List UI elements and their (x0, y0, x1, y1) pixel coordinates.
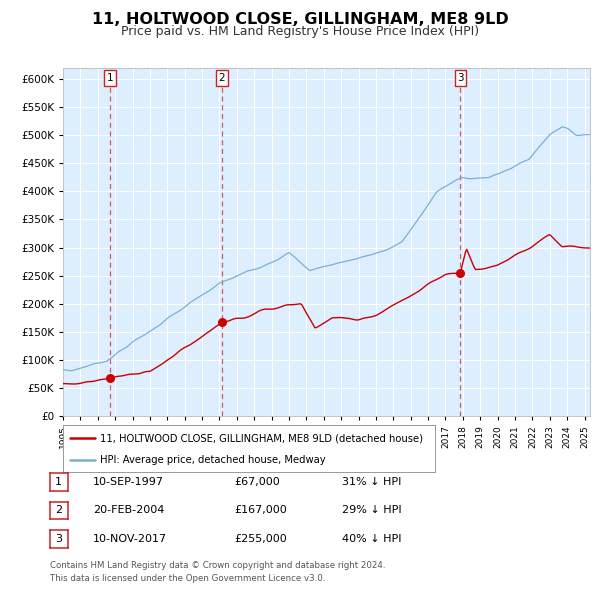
Text: 1: 1 (106, 73, 113, 83)
Text: Contains HM Land Registry data © Crown copyright and database right 2024.: Contains HM Land Registry data © Crown c… (50, 561, 385, 570)
Text: 10-NOV-2017: 10-NOV-2017 (93, 534, 167, 543)
Text: 29% ↓ HPI: 29% ↓ HPI (342, 506, 401, 515)
Text: This data is licensed under the Open Government Licence v3.0.: This data is licensed under the Open Gov… (50, 574, 325, 583)
Text: £255,000: £255,000 (234, 534, 287, 543)
Text: £67,000: £67,000 (234, 477, 280, 487)
Text: 11, HOLTWOOD CLOSE, GILLINGHAM, ME8 9LD: 11, HOLTWOOD CLOSE, GILLINGHAM, ME8 9LD (92, 12, 508, 27)
Text: 31% ↓ HPI: 31% ↓ HPI (342, 477, 401, 487)
Text: 20-FEB-2004: 20-FEB-2004 (93, 506, 164, 515)
Text: 11, HOLTWOOD CLOSE, GILLINGHAM, ME8 9LD (detached house): 11, HOLTWOOD CLOSE, GILLINGHAM, ME8 9LD … (100, 433, 423, 443)
Text: 3: 3 (55, 534, 62, 543)
Text: 2: 2 (55, 506, 62, 515)
Text: 3: 3 (457, 73, 464, 83)
Text: £167,000: £167,000 (234, 506, 287, 515)
Text: HPI: Average price, detached house, Medway: HPI: Average price, detached house, Medw… (100, 455, 326, 465)
Text: 10-SEP-1997: 10-SEP-1997 (93, 477, 164, 487)
Text: 40% ↓ HPI: 40% ↓ HPI (342, 534, 401, 543)
Text: 1: 1 (55, 477, 62, 487)
Text: 2: 2 (218, 73, 225, 83)
Text: Price paid vs. HM Land Registry's House Price Index (HPI): Price paid vs. HM Land Registry's House … (121, 25, 479, 38)
